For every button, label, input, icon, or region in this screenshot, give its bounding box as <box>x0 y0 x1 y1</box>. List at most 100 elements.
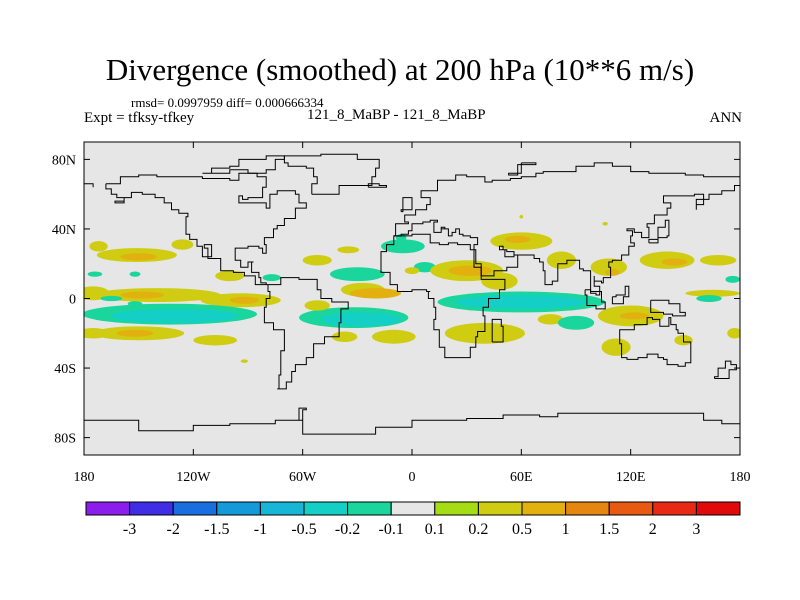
x-tick-label-1: 120W <box>176 470 211 485</box>
colorbar-box-3 <box>216 501 261 516</box>
field-patch-12 <box>120 253 157 261</box>
field-patch-9 <box>116 329 154 337</box>
coastline-9 <box>619 317 692 367</box>
axis-ticks: 180 120W 60W 0 60E 120E 180 80N 40N 0 40S 80S <box>52 142 751 485</box>
colorbar-label-12: 2 <box>649 521 657 538</box>
field-patch-49 <box>444 322 525 344</box>
field-patch-32 <box>413 261 436 273</box>
colorbar-box-11 <box>565 501 610 516</box>
colorbar-label-0: -3 <box>123 521 136 538</box>
colorbar-label-8: 0.2 <box>468 521 488 538</box>
field-patch-31 <box>381 239 425 254</box>
field-patch-53 <box>619 312 649 320</box>
coastline-4 <box>393 162 740 237</box>
colorbar-box-14 <box>695 501 741 516</box>
colorbar-box-0 <box>85 501 131 516</box>
coastline-13 <box>650 299 686 317</box>
colorbar-label-1: -2 <box>167 521 180 538</box>
field-patch-59 <box>240 359 249 363</box>
colorbar-box-13 <box>652 501 697 516</box>
field-patch-27 <box>320 312 402 327</box>
coastline-5 <box>84 183 94 188</box>
case-label: 121_8_MaBP - 121_8_MaBP <box>307 107 486 123</box>
colorbar-label-9: 0.5 <box>512 521 532 538</box>
experiment-label: Expt = tfksy-tfkey <box>84 110 195 126</box>
colorbar-box-1 <box>129 501 174 516</box>
field-patch-2 <box>120 291 165 299</box>
divergence-field <box>84 215 740 363</box>
field-patch-18 <box>262 274 281 282</box>
field-patch-21 <box>302 255 332 266</box>
field-patch-54 <box>601 338 631 356</box>
field-patch-16 <box>129 271 141 277</box>
y-tick-label-2: 0 <box>69 293 76 308</box>
season-label: ANN <box>709 110 743 126</box>
field-patch-48 <box>455 295 587 309</box>
field-patch-6 <box>111 308 239 323</box>
colorbar-box-2 <box>172 501 218 516</box>
field-patch-17 <box>215 270 245 282</box>
chart-title: Divergence (smoothed) at 200 hPa (10**6 … <box>105 52 695 87</box>
field-patch-23 <box>330 267 385 282</box>
coastline-8 <box>491 318 504 343</box>
colorbar-label-4: -0.5 <box>291 521 316 538</box>
y-tick-label-4: 80S <box>54 432 76 447</box>
field-patch-42 <box>605 268 620 276</box>
coastline-7 <box>380 233 506 359</box>
coastline-16 <box>508 162 537 176</box>
y-tick-label-1: 40N <box>52 223 76 238</box>
field-patch-30 <box>371 329 416 344</box>
field-patch-15 <box>87 271 103 277</box>
coastline-10 <box>714 360 737 379</box>
field-patch-10 <box>193 335 238 346</box>
field-patch-14 <box>171 239 194 250</box>
field-patch-51 <box>557 315 595 330</box>
colorbar-label-7: 0.1 <box>425 521 445 538</box>
colorbar-label-3: -1 <box>254 521 267 538</box>
colorbar-label-2: -1.5 <box>204 521 229 538</box>
colorbar-box-7 <box>390 501 436 516</box>
x-tick-label-4: 60E <box>510 470 533 485</box>
x-tick-label-2: 60W <box>289 470 317 485</box>
colorbar-box-9 <box>477 501 523 516</box>
field-patch-57 <box>696 295 722 302</box>
colorbar-label-11: 1.5 <box>599 521 619 538</box>
y-tick-label-3: 40S <box>54 362 76 377</box>
coastline-3 <box>367 183 387 188</box>
coastline-11 <box>584 289 606 310</box>
field-patch-29 <box>331 331 358 342</box>
y-tick-label-0: 80N <box>52 153 76 168</box>
field-patch-22 <box>337 246 360 254</box>
coastline-12 <box>611 285 630 305</box>
x-tick-label-5: 120E <box>616 470 646 485</box>
field-patch-45 <box>699 255 737 266</box>
field-patch-20 <box>127 301 143 307</box>
colorbar-box-4 <box>259 501 305 516</box>
coastline-0 <box>105 172 349 390</box>
field-patch-39 <box>504 235 531 243</box>
coastlines <box>84 153 740 435</box>
colorbar-label-13: 3 <box>692 521 700 538</box>
field-patch-13 <box>89 241 108 252</box>
colorbar: -3 -2 -1.5 -1 -0.5 -0.2 -0.1 0.1 0.2 0.5 1 1.5 2 3 <box>85 501 741 538</box>
field-patch-50 <box>537 314 564 325</box>
colorbar-box-6 <box>347 501 392 516</box>
x-tick-label-3: 0 <box>409 470 416 485</box>
field-patch-61 <box>519 215 524 219</box>
field-patch-60 <box>602 221 608 226</box>
field-patch-4 <box>229 296 259 304</box>
field-patch-56 <box>727 328 740 339</box>
coastline-17 <box>84 407 740 435</box>
colorbar-label-10: 1 <box>562 521 570 538</box>
field-patch-33 <box>404 267 420 275</box>
field-patch-19 <box>100 295 123 302</box>
colorbar-box-12 <box>608 501 654 516</box>
colorbar-box-5 <box>303 501 349 516</box>
field-patch-46 <box>685 289 740 297</box>
colorbar-box-10 <box>521 501 567 516</box>
coastline-15 <box>400 197 413 213</box>
x-tick-label-6: 180 <box>730 470 751 485</box>
x-tick-label-0: 180 <box>74 470 95 485</box>
field-patch-36 <box>481 272 518 290</box>
